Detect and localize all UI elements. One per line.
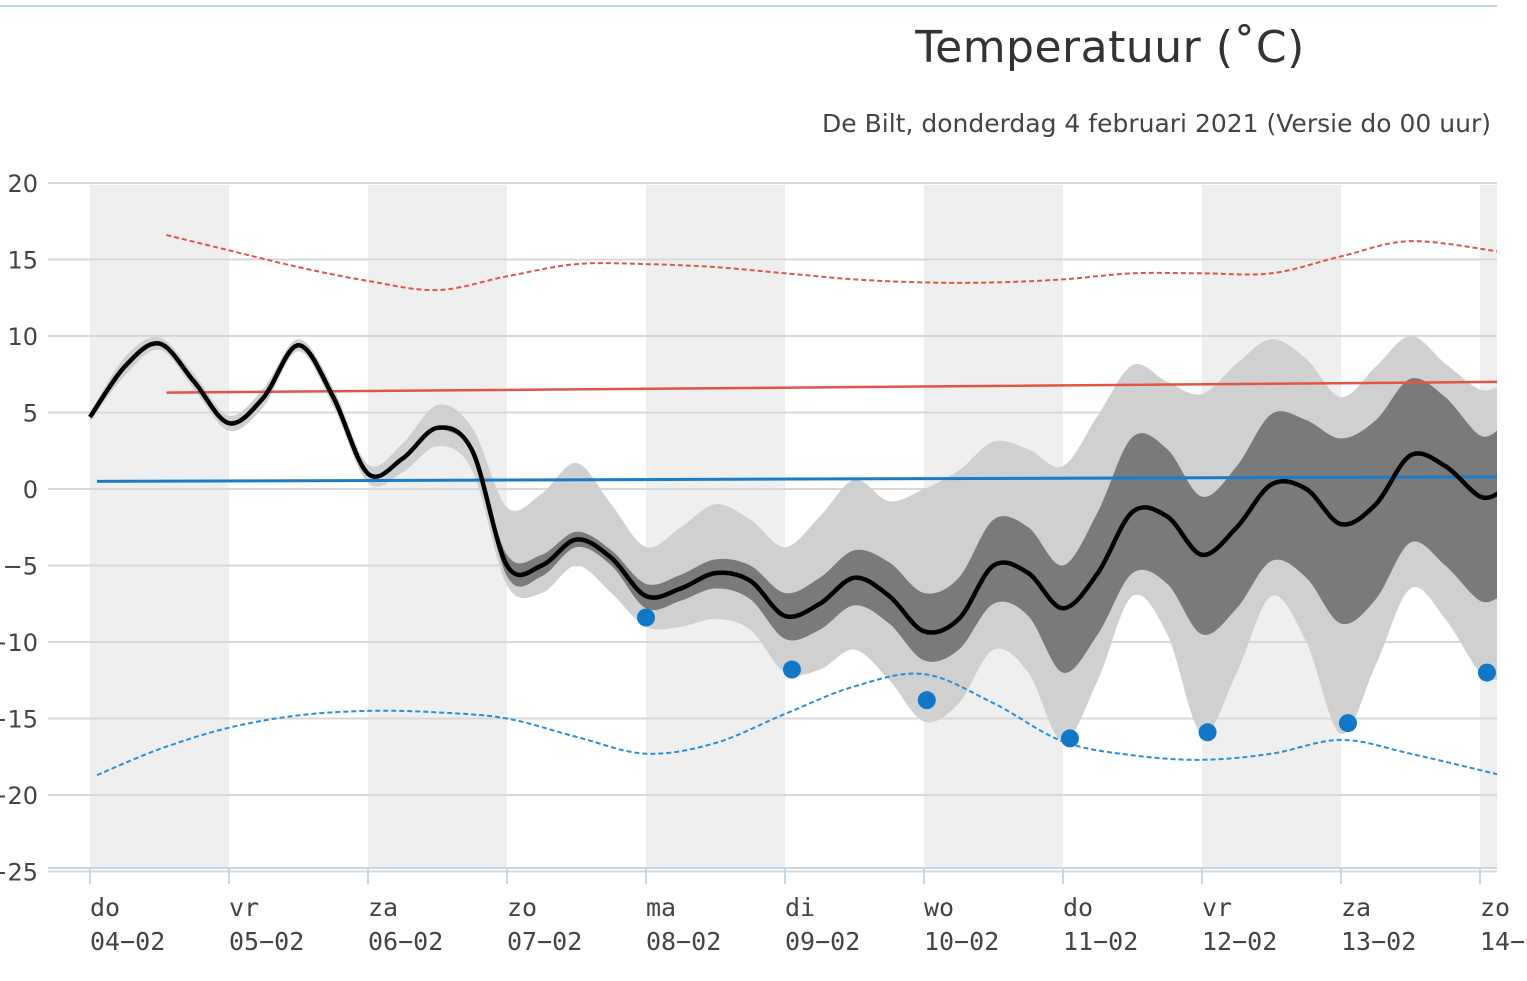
x-tick-date: 11−02 xyxy=(1063,927,1138,956)
ensemble-bands xyxy=(90,335,1497,742)
x-tick-day: zo xyxy=(507,893,537,922)
y-axis: 20 15 10 5 0 −5 −10 −15 −20 −25 xyxy=(0,170,38,887)
record-max-line xyxy=(166,234,1497,292)
y-tick-label: 15 xyxy=(7,247,38,275)
y-tick-label: −5 xyxy=(3,553,38,581)
chart-title: Temperatuur (˚C) xyxy=(915,22,1305,73)
x-tick-date: 13−02 xyxy=(1341,927,1416,956)
y-tick-label: 20 xyxy=(7,170,38,198)
y-tick-label: −15 xyxy=(0,706,38,734)
minimum-point xyxy=(1060,729,1079,748)
x-tick-day: zo xyxy=(1480,893,1510,922)
x-tick-date: 14−02 xyxy=(1480,927,1527,956)
x-tick-date: 06−02 xyxy=(368,927,443,956)
x-tick-day: do xyxy=(90,893,120,922)
x-tick-date: 04−02 xyxy=(90,927,165,956)
minimum-point xyxy=(637,608,655,627)
x-tick-day: vr xyxy=(1202,893,1232,922)
day-band xyxy=(90,185,229,868)
x-axis: do 04−02 vr 05−02 za 06−02 zo 07−02 ma 08−02 di 09−… xyxy=(48,867,1527,956)
header-divider xyxy=(0,5,1497,7)
minimum-point xyxy=(1477,663,1496,682)
x-tick-day: za xyxy=(368,893,398,922)
y-tick-label: −20 xyxy=(0,782,38,810)
record-min-line xyxy=(96,672,1497,777)
x-tick-date: 10−02 xyxy=(924,927,999,956)
chart-subtitle: De Bilt, donderdag 4 februari 2021 (Vers… xyxy=(822,109,1491,138)
normal-min-line xyxy=(96,475,1497,483)
temperature-lines xyxy=(88,234,1497,777)
day-band xyxy=(368,185,507,868)
x-tick-day: za xyxy=(1341,893,1371,922)
y-tick-label: −25 xyxy=(0,859,38,887)
inner-spread-band xyxy=(437,378,1497,673)
y-tick-label: 0 xyxy=(23,476,38,504)
x-tick-date: 07−02 xyxy=(507,927,582,956)
minimum-point xyxy=(782,660,801,679)
mean-temperature-line xyxy=(88,341,1497,635)
x-tick-day: vr xyxy=(229,893,259,922)
y-tick-label: −10 xyxy=(0,629,38,657)
minimum-points xyxy=(637,608,1496,748)
x-tick-date: 08−02 xyxy=(646,927,721,956)
x-tick-day: do xyxy=(1063,893,1093,922)
y-tick-label: 10 xyxy=(7,323,38,351)
x-tick-date: 05−02 xyxy=(229,927,304,956)
minimum-point xyxy=(917,691,936,710)
minimum-point xyxy=(1198,723,1217,742)
x-tick-date: 09−02 xyxy=(785,927,860,956)
x-tick-date: 12−02 xyxy=(1202,927,1277,956)
x-tick-day: wo xyxy=(924,893,954,922)
y-tick-label: 5 xyxy=(23,400,38,428)
minimum-point xyxy=(1338,714,1357,733)
x-tick-day: di xyxy=(785,893,815,922)
x-tick-day: ma xyxy=(646,893,676,922)
normal-max-line xyxy=(166,380,1497,394)
